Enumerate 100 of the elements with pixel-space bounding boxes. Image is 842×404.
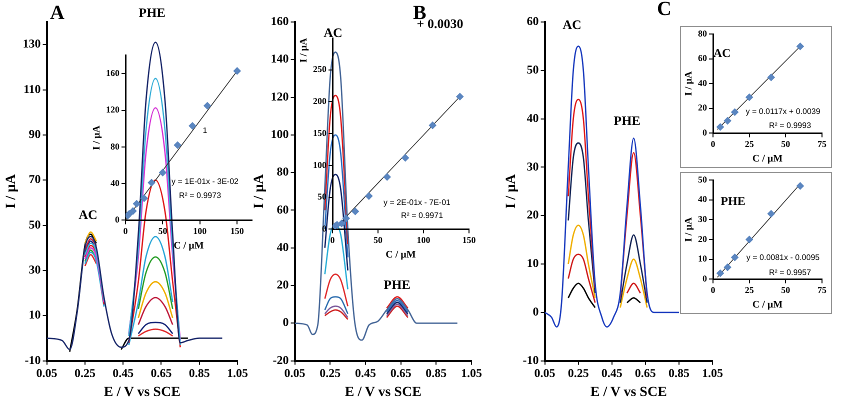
annotation: R² = 0.9973 [178,191,222,200]
annotation: R² = 0.9971 [400,211,444,220]
y-tick-label: 250 [313,64,327,74]
annotation: PHE [720,194,746,208]
x-axis-title: E / V vs SCE [590,385,667,400]
x-tick-label: 1.05 [461,366,482,380]
y-axis-title: I / µA [252,173,268,209]
x-tick-label: 75 [818,284,827,295]
y-axis-title: I / µA [298,37,310,63]
x-tick-label: 0.65 [634,366,656,380]
x-tick-label: 50 [158,226,168,236]
y-tick-label: 50 [526,62,539,76]
x-tick-label: 0 [710,138,716,149]
y-axis-title: I / µA [92,124,103,150]
y-tick-label: 10 [526,256,539,270]
x-tick-label: 0.65 [390,366,412,380]
y-tick-label: 20 [698,102,708,113]
y-tick-label: 160 [270,14,289,28]
y-tick-label: 20 [698,234,708,244]
y-tick-label: 0 [282,315,289,330]
annotation: y = 2E-01x - 7E-01 [384,198,452,208]
annotation: R² = 0.9993 [768,121,812,130]
chart-title: A [50,2,65,24]
y-tick-label: 140 [270,52,289,66]
annotation: AC [562,16,582,32]
y-tick-label: -20 [272,352,289,367]
y-tick-label: 40 [276,240,289,254]
x-tick-label: 50 [781,138,791,149]
annotation: y = 0.0081x - 0.0095 [746,253,820,262]
x-tick-label: 0 [123,226,128,236]
y-tick-label: 10 [698,254,708,264]
y-tick-label: 70 [28,172,41,186]
x-tick-label: 75 [818,138,827,149]
x-tick-label: 0.25 [320,366,341,380]
y-axis-title: I / µA [4,173,20,209]
text: PHE [138,4,166,20]
y-axis-title: I / µA [684,216,695,242]
y-tick-label: 120 [270,89,289,104]
y-tick-label: 80 [276,164,289,179]
y-tick-label: 30 [526,159,539,174]
annotation: AC [78,206,98,222]
y-tick-label: 40 [110,178,120,188]
y-tick-label: 60 [526,14,539,28]
x-axis-title: C / µM [752,154,784,165]
x-tick-label: 0 [330,234,336,245]
x-axis-title: E / V vs SCE [104,385,180,400]
y-tick-label: 200 [313,96,327,106]
annotation: y = 1E-01x - 3E-02 [172,177,240,186]
x-tick-label: 1.05 [227,366,248,380]
x-tick-label: 0.45 [112,366,134,380]
x-tick-label: 25 [744,284,754,295]
x-tick-label: 0.65 [150,366,172,380]
y-tick-label: 90 [28,127,41,142]
y-tick-label: 80 [110,141,120,152]
y-tick-label: 0 [532,304,539,318]
x-tick-label: 0.45 [601,366,622,380]
y-tick-label: 20 [526,208,539,222]
x-tick-label: 0.45 [354,366,376,380]
y-tick-label: 130 [22,36,41,51]
y-tick-label: 10 [28,308,41,322]
y-tick-label: 120 [106,104,120,115]
x-tick-label: 50 [374,234,383,245]
y-tick-label: 60 [276,202,289,216]
y-tick-label: 60 [698,53,708,64]
y-tick-label: 80 [698,28,708,38]
x-axis-title: C / µM [386,250,416,261]
x-tick-label: 100 [416,234,431,245]
y-tick-label: -10 [24,352,41,367]
y-tick-label: 50 [698,174,708,184]
x-tick-label: 25 [744,138,754,149]
x-tick-label: 0.05 [534,366,556,380]
x-tick-label: 0 [710,284,716,295]
y-tick-label: 40 [526,110,539,125]
y-tick-label: 30 [28,262,41,277]
y-tick-label: 0 [702,128,708,138]
x-tick-label: 150 [462,234,476,245]
y-tick-label: 0 [115,214,120,225]
x-axis-title: E / V vs SCE [344,385,422,400]
chart-title: C [657,0,672,20]
annotation: AC [324,24,342,40]
x-tick-label: 1.05 [702,366,723,380]
x-axis-title: C / µM [174,240,204,252]
x-tick-label: 0.05 [36,366,58,380]
y-tick-label: 30 [698,214,708,224]
annotation: 1 [202,126,208,136]
y-tick-label: 110 [23,82,41,96]
x-axis-title: C / µM [752,300,784,311]
x-tick-label: 0.05 [284,366,306,380]
x-tick-label: 0.85 [668,366,690,380]
y-tick-label: -10 [522,352,539,367]
annotation: y = 0.0117x + 0.0039 [746,107,821,116]
y-axis-title: I / µA [504,173,520,209]
x-tick-label: 0.25 [568,366,589,380]
y-tick-label: 150 [313,128,327,138]
annotation: R² = 0.9957 [768,268,812,278]
y-tick-label: 160 [106,68,120,78]
y-tick-label: 0 [702,274,708,284]
annotation: AC [713,46,731,60]
x-tick-label: 0.85 [188,366,210,380]
x-tick-label: 0.25 [74,366,96,380]
